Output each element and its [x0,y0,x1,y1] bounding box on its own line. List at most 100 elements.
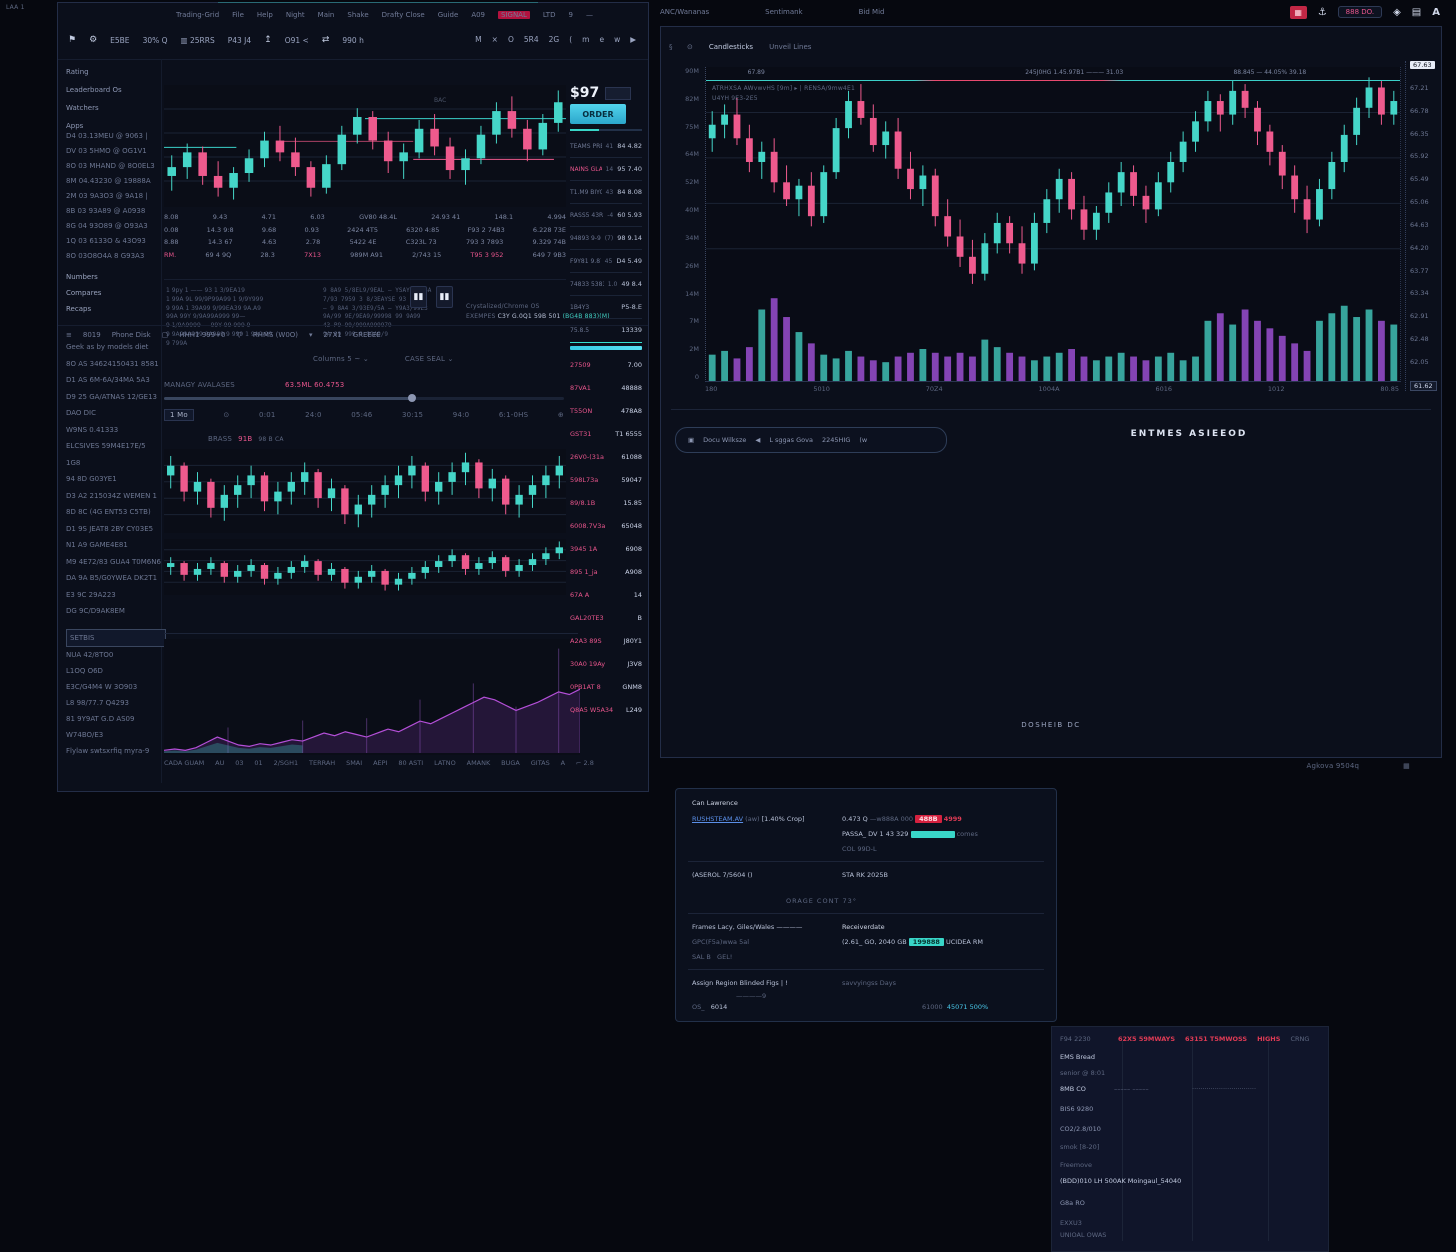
table-row-label[interactable]: CO2/2.8/010 [1060,1125,1101,1133]
table-row-label[interactable]: Freemove [1060,1161,1092,1169]
quote-detail-row[interactable]: RASS5 43R631-460 5.93 [570,203,642,226]
table-row-label[interactable]: senior @ 8:01 [1060,1069,1106,1077]
main-candlestick-chart[interactable]: 67.89 245J0HG 1.45.97B1 ——— 31.03 88.845… [705,67,1401,382]
wallet-badge[interactable]: 888 DO. [1337,6,1383,18]
menu-item[interactable]: — [585,11,593,19]
tab-unveil-lines[interactable]: Unveil Lines [769,43,812,51]
quote-row[interactable]: 3945 1A 6908 [570,537,642,560]
quote-row[interactable]: GAL20TE3 B [570,606,642,629]
sidebar-row[interactable]: 8O AS 34624150431 8581 [66,359,159,368]
sidebar-row[interactable]: NUA 42/8TO0 [66,651,114,659]
timeframe-item[interactable]: 05:46 [351,411,373,419]
quote-detail-row[interactable]: T1.M9 BIYOLS4384 8.08 [570,180,642,203]
slider-knob[interactable] [408,394,416,402]
left-main-candlestick-chart[interactable]: BAC [164,85,566,207]
watchlist-row[interactable]: 8B 03 93A89 @ A0938 [66,207,146,215]
quote-row[interactable]: 89/8.1B 15.85 [570,491,642,514]
sidebar-item[interactable]: Watchers [66,104,99,112]
sidebar-group-label[interactable]: Numbers [66,273,98,281]
toolbar-item[interactable]: O91 < [284,35,309,45]
quote-row[interactable]: 0PB1AT 8 GNM8 [570,675,642,698]
quote-detail-row[interactable]: 74833 538321.049 8.4 [570,272,642,295]
sidebar-row[interactable]: M9 4E72/83 GUA4 T0M6N6 [66,557,161,566]
sidebar-row[interactable]: E3 9C 29A223 [66,590,116,599]
volume-area-chart[interactable] [164,639,580,755]
tab-item[interactable]: 8019 [82,331,101,339]
table-row-label[interactable]: (BDD)010 LH 500AK Moingaul_54040 [1060,1177,1182,1185]
quote-detail-row[interactable]: F9Y81 9.87845D4 5.49 [570,249,642,272]
toolbar-item[interactable]: O [507,35,514,44]
layout-toggle[interactable]: ▥ 25RRS [180,35,215,45]
watchlist-row[interactable]: 1Q 03 6133O & 43O93 [66,237,146,245]
toolbar-item[interactable]: 2G [548,35,560,44]
footer-grid-icon[interactable]: ▦ [1403,762,1410,770]
tab-item[interactable]: 27X1 [323,331,342,339]
quote-row[interactable]: GST31 T1 6555 [570,422,642,445]
sidebar-row[interactable]: 94 8D G03YE1 [66,475,117,483]
menu-item[interactable]: Bid Mid [858,8,885,16]
tab-item[interactable]: RHMS (W0O) [252,331,299,339]
menu-item[interactable]: ANC/Wananas [660,8,710,16]
quote-row[interactable]: 67A A 14 [570,583,642,606]
upload-icon[interactable]: ↥ [264,35,272,45]
toolbar-item[interactable]: 990 h [342,35,364,45]
toolbar-item[interactable]: ▶ [630,35,636,44]
watchlist-row[interactable]: D4 03.13MEU @ 9063 | [66,132,148,140]
dropdown-arrow-icon[interactable]: ▾ [309,331,313,339]
mini-candlestick-chart-upper[interactable] [164,449,566,533]
toolbar-item[interactable]: P43 J4 [227,35,252,45]
sidebar-group-label[interactable]: Compares [66,289,102,297]
menu-item[interactable]: Drafty Close [381,11,425,19]
toolbar-item[interactable]: E5BE [110,35,130,45]
anchor-icon[interactable]: ⚓ [1317,6,1327,18]
tab-item[interactable]: GREEEE [352,331,381,339]
order-form-header[interactable]: ▣ Docu Wilksze ◀ L sggas Gova 2245HIG (w [675,427,947,453]
quote-detail-row[interactable]: 75.8.5 13339 [570,318,642,341]
sidebar-row[interactable]: W74BO/E3 [66,731,104,739]
sidebar-row[interactable]: D1 9S JEAT8 2BY CY03E5 [66,524,154,533]
add-icon[interactable]: ⊕ [557,411,564,419]
quote-row[interactable]: 598L73a 59047 [570,468,642,491]
grid-icon[interactable]: ≡ [66,331,72,339]
quote-row[interactable]: 26V0-(31a 61088 [570,445,642,468]
sidebar-row[interactable]: D3 A2 215034Z WEMEN 1 [66,491,157,500]
toolbar-item[interactable]: 30% Q [142,35,168,45]
sidebar-row[interactable]: L8 98/77.7 Q4293 [66,699,129,707]
menu-item[interactable]: Main [317,11,335,19]
toolbar-item[interactable]: × [491,35,498,44]
tab-item[interactable]: HHH1 999+0 [179,331,226,339]
sidebar-row[interactable]: 1G8 [66,458,81,467]
watchlist-row[interactable]: 8O 03O8O4A 8 G93A3 [66,252,145,260]
toolbar-item[interactable]: ( [569,35,573,44]
tab-candlesticks[interactable]: Candlesticks [708,43,754,51]
quote-detail-row[interactable]: NAINS GLASS1495 7.40 [570,157,642,180]
sidebar-row[interactable]: N1 A9 GAME4E81 [66,541,128,549]
depth-slider[interactable] [570,129,642,131]
quote-row[interactable]: 87VA1 48888 [570,376,642,399]
sidebar-row[interactable]: Flylaw swtsxrfiq myra-9 [66,747,150,755]
toolbar-item[interactable]: m [582,35,590,44]
profile-icon[interactable]: A [1432,6,1440,18]
toolbar-item[interactable]: M [475,35,482,44]
toolbar-item[interactable]: 5R4 [523,35,539,44]
pause-button[interactable]: ▮▮ [436,286,453,308]
sidebar-row[interactable]: E3C/G4M4 W 3O903 [66,683,138,691]
table-row-label[interactable]: EMS Bread [1060,1053,1096,1061]
menu-item[interactable]: SIGNAL [498,11,530,19]
pause-button[interactable]: ▮▮ [410,286,427,308]
menu-item[interactable]: LTD [542,11,556,19]
case-seal-dropdown[interactable]: CASE SEAL ⌄ [404,355,454,363]
sidebar-row[interactable]: Geek as by models diet [66,343,149,351]
sidebar-item[interactable]: Rating [66,68,89,76]
order-button[interactable]: ORDER [570,104,626,124]
box-icon[interactable]: ▢ [161,331,169,339]
quote-detail-row[interactable]: 1B4Y3 P5-8.E [570,295,642,318]
watchlist-row[interactable]: 8O 03 MHAND @ 8O0EL3 [66,162,155,170]
columns-dropdown[interactable]: Columns 5 ~ ⌄ [313,355,369,363]
sidebar-row[interactable]: L1OQ O6D [66,667,103,675]
toolbar-item[interactable]: e [599,35,605,44]
sidebar-row[interactable]: DG 9C/D9AK8EM [66,607,125,615]
card-icon[interactable]: ▤ [1411,6,1422,18]
timeframe-item[interactable]: 1 Mo [164,409,194,421]
toolbar-item[interactable]: w [614,35,621,44]
